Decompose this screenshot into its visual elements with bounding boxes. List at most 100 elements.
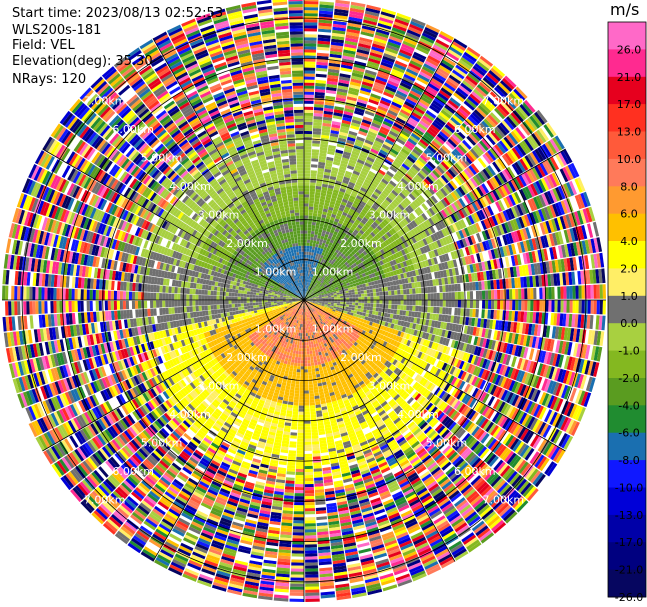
velocity-gate: [560, 286, 564, 299]
velocity-gate: [518, 300, 522, 311]
velocity-gate: [341, 122, 351, 128]
velocity-gate: [312, 134, 321, 138]
velocity-gate: [421, 203, 429, 211]
velocity-gate: [311, 227, 315, 232]
velocity-gate: [331, 213, 337, 219]
velocity-gate: [478, 290, 483, 300]
velocity-gate: [439, 300, 443, 307]
velocity-gate: [307, 233, 311, 237]
velocity-gate: [306, 288, 308, 292]
velocity-gate: [375, 76, 388, 83]
velocity-gate: [317, 40, 331, 45]
velocity-gate: [304, 37, 317, 41]
velocity-gate: [321, 232, 326, 237]
velocity-gate: [308, 276, 311, 280]
velocity-gate: [328, 144, 336, 150]
velocity-gate: [369, 306, 374, 311]
velocity-gate: [331, 121, 341, 126]
velocity-gate: [352, 294, 356, 298]
velocity-gate: [320, 235, 325, 240]
velocity-gate: [304, 281, 306, 285]
velocity-gate: [382, 300, 386, 304]
velocity-gate: [349, 297, 353, 300]
velocity-gate: [304, 136, 312, 141]
velocity-gate: [330, 44, 344, 50]
velocity-gate: [336, 143, 345, 149]
velocity-gate: [310, 236, 314, 241]
velocity-gate: [394, 304, 398, 310]
velocity-gate: [439, 292, 443, 300]
velocity-gate: [316, 64, 328, 69]
velocity-gate: [333, 186, 340, 191]
velocity-gate: [509, 300, 513, 310]
velocity-gate: [599, 284, 603, 299]
velocity-gate: [320, 143, 328, 148]
velocity-gate: [379, 291, 383, 296]
velocity-gate: [304, 218, 308, 222]
velocity-gate: [315, 243, 319, 248]
velocity-gate: [361, 119, 372, 125]
velocity-gate: [304, 152, 312, 156]
velocity-gate: [322, 125, 331, 130]
velocity-gate: [341, 182, 348, 187]
velocity-gate: [313, 116, 323, 120]
velocity-gate: [318, 161, 326, 166]
velocity-gate: [306, 254, 309, 258]
velocity-gate: [363, 306, 368, 310]
velocity-gate: [304, 167, 311, 171]
velocity-gate: [394, 300, 398, 305]
velocity-gate: [319, 149, 327, 154]
velocity-gate: [352, 297, 356, 300]
velocity-gate: [305, 269, 307, 273]
velocity-gate: [319, 248, 324, 252]
velocity-gate: [307, 282, 310, 286]
velocity-gate: [385, 304, 389, 309]
velocity-gate: [387, 308, 392, 314]
velocity-gate: [406, 305, 410, 311]
velocity-gate: [415, 288, 419, 294]
velocity-gate: [363, 16, 378, 23]
velocity-gate: [581, 300, 585, 314]
velocity-gate: [412, 294, 416, 300]
velocity-gate: [412, 300, 416, 306]
velocity-gate: [351, 119, 362, 125]
velocity-gate: [396, 284, 401, 290]
velocity-gate: [329, 135, 338, 141]
velocity-gate: [322, 230, 327, 234]
velocity-gate: [313, 206, 319, 211]
velocity-gate: [374, 284, 379, 289]
velocity-gate: [321, 134, 330, 139]
velocity-gate: [312, 212, 318, 217]
velocity-gate: [327, 77, 338, 83]
velocity-gate: [307, 285, 309, 289]
velocity-gate: [313, 234, 318, 238]
velocity-gate: [384, 286, 389, 292]
velocity-gate: [306, 248, 310, 252]
velocity-gate: [375, 31, 389, 39]
velocity-gate: [304, 245, 307, 249]
velocity-gate: [304, 22, 318, 26]
velocity-gate: [327, 187, 334, 192]
velocity-gate: [318, 241, 323, 246]
velocity-gate: [433, 306, 437, 314]
velocity-gate: [340, 297, 344, 300]
velocity-gate: [337, 296, 341, 299]
velocity-gate: [379, 300, 383, 304]
velocity-gate: [427, 286, 431, 293]
velocity-gate: [309, 270, 312, 274]
velocity-gate: [326, 86, 337, 92]
velocity-gate: [304, 227, 308, 231]
velocity-gate: [334, 8, 349, 14]
velocity-gate: [304, 118, 313, 122]
velocity-gate: [346, 139, 355, 145]
velocity-gate: [340, 67, 352, 73]
velocity-gate: [337, 137, 347, 143]
velocity-gate: [320, 140, 329, 145]
velocity-gate: [332, 161, 341, 166]
velocity-gate: [509, 289, 513, 300]
velocity-gate: [319, 146, 328, 151]
velocity-gate: [327, 184, 334, 189]
velocity-gate: [304, 91, 314, 95]
velocity-gate: [358, 43, 371, 49]
velocity-gate: [475, 290, 480, 300]
